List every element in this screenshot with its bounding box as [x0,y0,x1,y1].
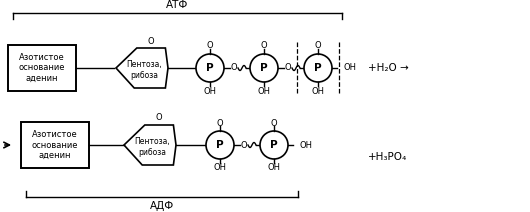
Circle shape [260,131,288,159]
Text: +H₂O →: +H₂O → [368,63,409,73]
Text: O: O [285,64,292,73]
Text: OH: OH [312,86,324,95]
Text: O: O [148,36,154,46]
Circle shape [304,54,332,82]
Circle shape [206,131,234,159]
Polygon shape [116,48,168,88]
Text: OH: OH [258,86,270,95]
Text: OH: OH [299,141,312,149]
Text: Пентоза,
рибоза: Пентоза, рибоза [127,60,163,80]
Text: O: O [315,42,321,50]
Text: Азотистое
основание
аденин: Азотистое основание аденин [32,130,78,160]
Text: OH: OH [343,64,356,73]
Text: O: O [231,64,237,73]
Text: O: O [156,113,162,123]
Text: OH: OH [268,163,280,173]
Circle shape [250,54,278,82]
Text: P: P [260,63,268,73]
Text: +H₃PO₄: +H₃PO₄ [368,152,407,162]
Text: O: O [217,119,223,127]
Text: O: O [241,141,248,149]
Text: АТФ: АТФ [166,0,189,10]
Text: OH: OH [214,163,226,173]
Text: P: P [216,140,224,150]
FancyBboxPatch shape [21,122,89,168]
Polygon shape [124,125,176,165]
Circle shape [196,54,224,82]
FancyBboxPatch shape [8,45,76,91]
Text: P: P [270,140,278,150]
Text: P: P [206,63,214,73]
Text: Пентоза,
рибоза: Пентоза, рибоза [135,137,171,157]
Text: P: P [314,63,322,73]
Text: O: O [271,119,277,127]
Text: OH: OH [204,86,216,95]
Text: АДФ: АДФ [150,201,174,211]
Text: Азотистое
основание
аденин: Азотистое основание аденин [19,53,65,83]
Text: O: O [207,42,213,50]
Text: O: O [261,42,267,50]
